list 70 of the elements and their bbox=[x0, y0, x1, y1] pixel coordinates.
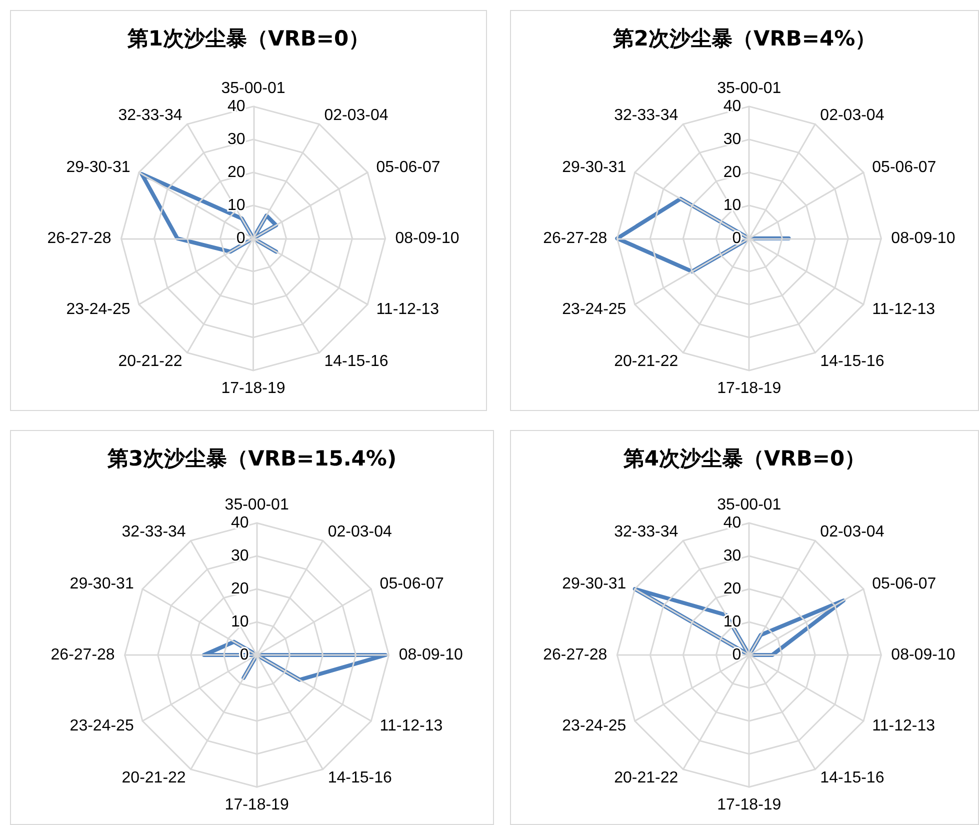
y-tick-label: 20 bbox=[227, 164, 246, 181]
spoke-label: 11-12-13 bbox=[376, 300, 440, 318]
y-tick-label: 20 bbox=[231, 580, 249, 598]
spoke-label: 32-33-34 bbox=[614, 524, 678, 541]
spoke-label: 29-30-31 bbox=[562, 576, 626, 593]
spoke-label: 23-24-25 bbox=[66, 300, 130, 318]
spoke-label: 14-15-16 bbox=[324, 352, 388, 370]
spoke-label: 08-09-10 bbox=[398, 646, 463, 664]
y-tick-label: 30 bbox=[227, 130, 246, 148]
spoke-label: 32-33-34 bbox=[122, 524, 186, 541]
y-tick-label: 20 bbox=[723, 164, 742, 181]
spoke-label: 29-30-31 bbox=[66, 158, 130, 176]
y-tick-label: 10 bbox=[231, 614, 249, 631]
spoke-label: 26-27-28 bbox=[50, 646, 115, 664]
spoke-label: 17-18-19 bbox=[717, 380, 782, 397]
spoke-label: 23-24-25 bbox=[70, 718, 134, 735]
spoke-label: 35-00-01 bbox=[717, 496, 782, 514]
spoke-label: 08-09-10 bbox=[395, 230, 460, 247]
y-tick-label: 30 bbox=[723, 130, 742, 148]
chart-title: 第4次沙尘暴（VRB=0） bbox=[622, 446, 866, 470]
spoke-label: 14-15-16 bbox=[820, 352, 884, 370]
y-tick-label: 0 bbox=[236, 230, 246, 247]
spoke-label: 26-27-28 bbox=[47, 230, 112, 247]
spoke-label: 11-12-13 bbox=[872, 718, 936, 735]
spoke-label: 35-00-01 bbox=[224, 496, 289, 514]
spoke-label: 26-27-28 bbox=[543, 646, 608, 664]
spoke-label: 02-03-04 bbox=[324, 106, 388, 124]
y-tick-label: 30 bbox=[231, 548, 249, 565]
y-tick-label: 30 bbox=[723, 548, 742, 565]
spoke-label: 08-09-10 bbox=[891, 230, 956, 247]
spoke-label: 02-03-04 bbox=[328, 524, 392, 541]
y-tick-label: 10 bbox=[723, 196, 742, 214]
spoke-label: 05-06-07 bbox=[872, 576, 936, 593]
y-tick-label: 40 bbox=[227, 98, 246, 115]
spoke-label: 02-03-04 bbox=[820, 524, 884, 541]
spoke-label: 20-21-22 bbox=[122, 769, 186, 786]
spoke-label: 17-18-19 bbox=[717, 796, 782, 814]
spoke-label: 08-09-10 bbox=[891, 646, 956, 664]
spoke-label: 02-03-04 bbox=[820, 106, 884, 124]
spoke-label: 20-21-22 bbox=[614, 352, 678, 370]
spoke-label: 35-00-01 bbox=[717, 80, 782, 97]
spoke-label: 26-27-28 bbox=[543, 230, 608, 247]
spoke-label: 05-06-07 bbox=[376, 158, 440, 176]
spoke-label: 23-24-25 bbox=[562, 718, 626, 735]
spoke-label: 32-33-34 bbox=[118, 106, 182, 124]
y-tick-label: 0 bbox=[732, 646, 742, 664]
spoke-label: 29-30-31 bbox=[70, 576, 134, 593]
spoke-label: 20-21-22 bbox=[118, 352, 182, 370]
spoke-label: 17-18-19 bbox=[221, 380, 286, 397]
spoke-label: 14-15-16 bbox=[328, 769, 392, 786]
spoke-label: 14-15-16 bbox=[820, 769, 884, 786]
spoke-label: 17-18-19 bbox=[224, 796, 289, 814]
y-tick-label: 40 bbox=[723, 514, 742, 532]
spoke-label: 11-12-13 bbox=[872, 300, 936, 318]
y-tick-label: 10 bbox=[227, 196, 246, 214]
chart-title: 第2次沙尘暴（VRB=4%） bbox=[612, 26, 876, 50]
spoke-label: 20-21-22 bbox=[614, 769, 678, 786]
y-tick-label: 40 bbox=[723, 98, 742, 115]
y-tick-label: 20 bbox=[723, 580, 742, 598]
y-tick-label: 0 bbox=[732, 230, 742, 247]
spoke-label: 32-33-34 bbox=[614, 106, 678, 124]
spoke-label: 23-24-25 bbox=[562, 300, 626, 318]
y-tick-label: 40 bbox=[231, 514, 249, 532]
spoke-label: 05-06-07 bbox=[872, 158, 936, 176]
chart-title: 第3次沙尘暴（VRB=15.4%) bbox=[106, 446, 397, 470]
spoke-label: 11-12-13 bbox=[380, 718, 443, 735]
spoke-label: 29-30-31 bbox=[562, 158, 626, 176]
spoke-label: 35-00-01 bbox=[221, 80, 286, 97]
chart-title: 第1次沙尘暴（VRB=0） bbox=[126, 26, 370, 50]
spoke-label: 05-06-07 bbox=[380, 576, 444, 593]
